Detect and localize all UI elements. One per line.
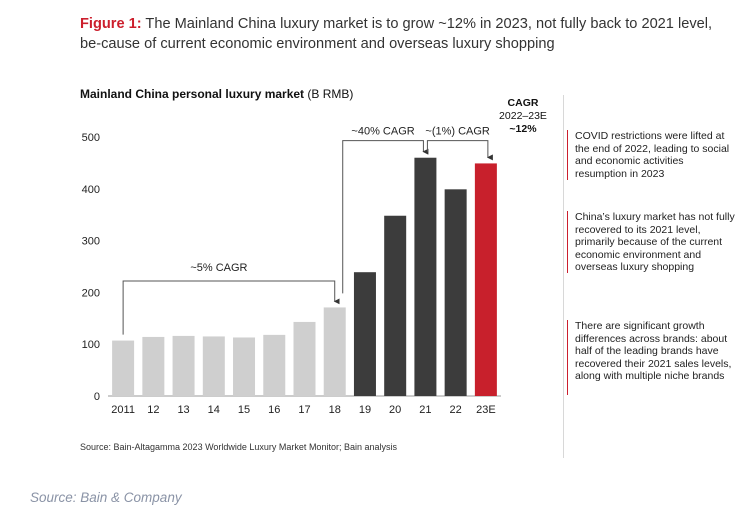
cagr-header-title: CAGR xyxy=(507,97,539,109)
bar-16 xyxy=(263,334,286,396)
bar-19 xyxy=(353,272,376,396)
x-tick-label: 12 xyxy=(147,404,159,416)
y-tick-label: 100 xyxy=(82,339,100,351)
divider-line xyxy=(563,95,564,458)
cagr-label: ~40% CAGR xyxy=(351,126,414,138)
y-tick-label: 500 xyxy=(82,132,100,144)
x-tick-label: 19 xyxy=(359,404,371,416)
bar-18 xyxy=(323,307,346,396)
bar-13 xyxy=(172,335,195,396)
x-tick-label: 16 xyxy=(268,404,280,416)
bars xyxy=(112,157,497,396)
cagr-label: ~5% CAGR xyxy=(190,262,247,274)
bar-22 xyxy=(444,189,467,396)
x-tick-label: 22 xyxy=(450,404,462,416)
y-tick-label: 400 xyxy=(82,184,100,196)
note-marker xyxy=(567,211,569,273)
x-tick-label: 18 xyxy=(329,404,341,416)
cagr-bracket xyxy=(426,140,493,161)
figure-title: Figure 1: The Mainland China luxury mark… xyxy=(80,14,730,54)
chart-unit: (B RMB) xyxy=(304,87,353,101)
bar-14 xyxy=(202,336,225,396)
bar-17 xyxy=(293,321,316,396)
cagr-bracket xyxy=(122,280,340,335)
cagr-header-period: 2022–23E xyxy=(499,110,547,122)
x-axis-labels: 2011 12 13 14 15 16 17 18 19 20 21 22 23E xyxy=(111,404,495,416)
x-tick-label: 21 xyxy=(419,404,431,416)
bar-2011 xyxy=(112,340,135,396)
x-tick-label: 14 xyxy=(208,404,220,416)
note-marker xyxy=(567,130,569,180)
bar-21 xyxy=(414,157,437,396)
note-covid: COVID restrictions were lifted at the en… xyxy=(575,130,730,180)
x-tick-label: 2011 xyxy=(111,404,135,416)
source-note: Source: Bain-Altagamma 2023 Worldwide Lu… xyxy=(80,442,397,452)
figure-headline: The Mainland China luxury market is to g… xyxy=(80,16,713,52)
bar-20 xyxy=(384,215,407,396)
cagr-annotations: ~5% CAGR ~40% CAGR ~(1%) CAGR xyxy=(122,126,493,335)
figure-label: Figure 1: xyxy=(80,16,142,32)
chart-title: Mainland China personal luxury market (B… xyxy=(80,87,353,101)
bar-15 xyxy=(233,337,256,396)
x-tick-label: 23E xyxy=(476,404,496,416)
x-tick-label: 15 xyxy=(238,404,250,416)
note-marker xyxy=(567,320,569,395)
x-tick-label: 20 xyxy=(389,404,401,416)
cagr-header: CAGR 2022–23E ~12% xyxy=(488,97,558,136)
bar-12 xyxy=(142,336,165,396)
x-tick-label: 13 xyxy=(177,404,189,416)
y-tick-label: 0 xyxy=(94,391,100,403)
bar-23E xyxy=(474,163,497,396)
chart-title-text: Mainland China personal luxury market xyxy=(80,87,304,101)
cagr-bracket xyxy=(342,140,429,294)
y-tick-label: 300 xyxy=(82,236,100,248)
cagr-label: ~(1%) CAGR xyxy=(425,126,490,138)
x-tick-label: 17 xyxy=(298,404,310,416)
cagr-header-value: ~12% xyxy=(509,123,537,135)
y-tick-label: 200 xyxy=(82,287,100,299)
image-credit: Source: Bain & Company xyxy=(30,490,182,505)
note-recovery: China’s luxury market has not fully reco… xyxy=(575,211,735,274)
note-brands: There are significant growth differences… xyxy=(575,320,732,383)
